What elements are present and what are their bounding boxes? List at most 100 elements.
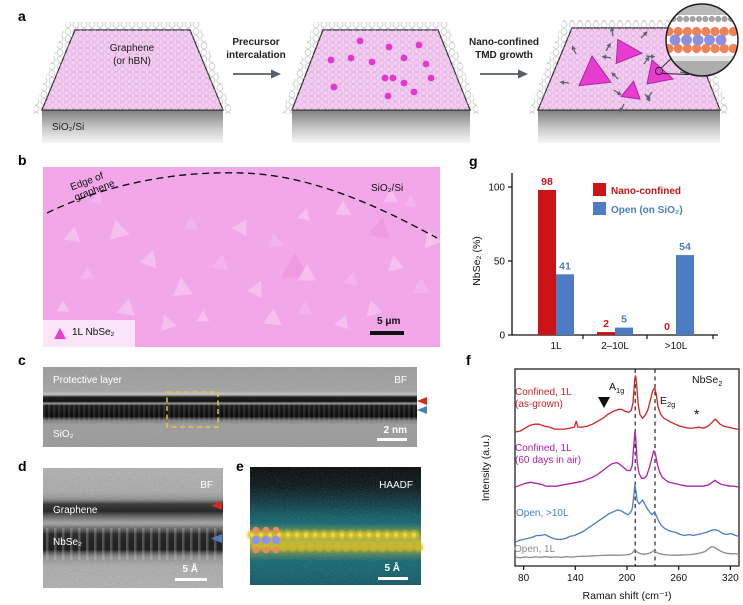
graphene-atom [715,16,722,22]
x-tick-label: 200 [619,573,636,584]
graphene-edge-dashed-line [46,172,438,239]
nbse2-marker-arrow-blue [211,534,222,543]
sheet-label-line2: (or hBN) [113,56,151,67]
legend-label: Open (on SiO₂) [611,205,683,216]
graphene-marker-arrow-red [417,396,427,405]
nbse2-flake-triangle [334,314,349,330]
scalebar [175,578,207,581]
schematic-intercalated [282,22,480,143]
growth-arrow-icon [619,103,625,113]
se-atom [701,43,711,54]
growth-arrow-icon [645,54,656,59]
graphene-atom [689,16,696,22]
raman-curve [514,484,740,543]
raman-curve [514,375,739,433]
scalebar-label: 5 μm [377,316,401,327]
precursor-dot [389,74,397,82]
x-tick-label: 80 [518,573,530,584]
nbse2-flake-triangle [211,254,229,271]
bar [556,274,574,335]
precursor-dot [385,43,393,51]
raman-curve [514,546,740,559]
se-atom [692,26,702,37]
nbse2-flake-triangle [172,277,193,297]
bar-value-label: 0 [664,321,670,333]
bar [538,189,556,335]
nbse2-flake-triangle [139,249,157,269]
nbse2-flake-triangle [297,301,313,315]
se-atom [710,26,720,37]
precursor-dot [427,74,435,82]
nbse2-flake-triangle [297,264,317,281]
flake-triangles [56,189,440,332]
growth-arrow-icon [609,26,615,37]
nb-atom [692,34,704,46]
x-category-label: 1L [550,341,562,352]
nb-atom [681,34,692,46]
x-tick-label: 260 [670,573,687,584]
nb-atom [669,34,681,46]
nbse2-flake-triangle [412,278,430,293]
scalebar-label: 5 Å [384,561,400,574]
schematic-pristine: Graphene (or hBN) SiO₂/Si [32,22,233,143]
bar-value-label: 98 [541,176,553,188]
substrate-label: SiO₂/Si [52,122,84,133]
triangle-icon [54,328,66,339]
nbse2-flake-triangle [196,310,210,322]
nbse2-flake-triangle [424,229,440,249]
graphene-atom [676,16,683,22]
soft-mode-marker-icon [598,397,610,408]
se-atom-overlay [262,546,270,554]
arrow2-label-line2: TMD growth [475,50,533,61]
tmd-triangle [620,80,641,100]
compound-label: NbSe2 [692,374,723,389]
panel-d-bf-image: BF Graphene NbSe₂ 5 Å [43,468,223,588]
zoom-region-dashed-box [166,391,219,428]
x-tick-label: 140 [567,573,584,584]
arrow1-label-line2: intercalation [226,50,285,61]
inset-atoms [666,4,738,76]
precursor-dot [381,74,389,82]
atomic-model-overlay [251,526,281,554]
nbse2-flake-triangle [383,189,399,203]
nbse2-flake-triangle [334,200,352,215]
panel-letter-f: f [466,352,471,368]
asterisk-marker: * [694,406,700,422]
nbse2-flake-triangle [110,219,130,240]
x-category-label: 2–10L [601,341,629,352]
arrow2-label-line1: Nano-confined [469,37,539,48]
y-axis-title: Intensity (a.u.) [480,435,492,502]
atomic-columns-texture [43,528,223,560]
precursor-dot [327,56,335,64]
panel-f-raman-chart: 80 140 200 260 320 Raman shift (cm⁻¹) Intens… [460,352,743,605]
x-category-label: >10L [665,341,688,352]
nbse2-flake-triangle [404,195,418,207]
y-tick-label: 0 [499,331,505,342]
legend-swatch [593,183,606,196]
legend-swatch [593,202,606,215]
nbse2-flake-triangle [247,280,263,298]
graphene-atom [708,16,715,22]
se-atom [673,26,683,37]
nb-atom-overlay [261,535,271,545]
nbse2-flake-triangle [116,298,135,316]
growth-arrow-icon [559,80,570,85]
growth-arrow-icon [646,91,653,100]
curve-label-confined-asgrown: Confined, 1L (as-grown) [515,387,572,410]
panel-letter-e: e [236,458,244,474]
precursor-dot [410,88,418,96]
nb-atom-overlay [251,535,261,545]
curve-label-confined-60days: Confined, 1L (60 days in air) [515,443,582,466]
nbse2-flake-triangle [281,253,309,278]
se-atom [692,43,702,54]
legend-label: 1L NbSe₂ [72,327,115,338]
precursor-dot [400,79,408,87]
panel-letter-g: g [469,153,478,169]
y-axis-title: NbSe₂ (%) [471,236,483,286]
precursor-dot [356,37,364,45]
arrow1-label-line1: Precursor [232,37,279,48]
panel-a-schematic: Graphene (or hBN) SiO₂/Si Precursor inte… [32,3,739,143]
se-atom [710,43,720,54]
nbse2-flake-triangle [56,300,70,312]
